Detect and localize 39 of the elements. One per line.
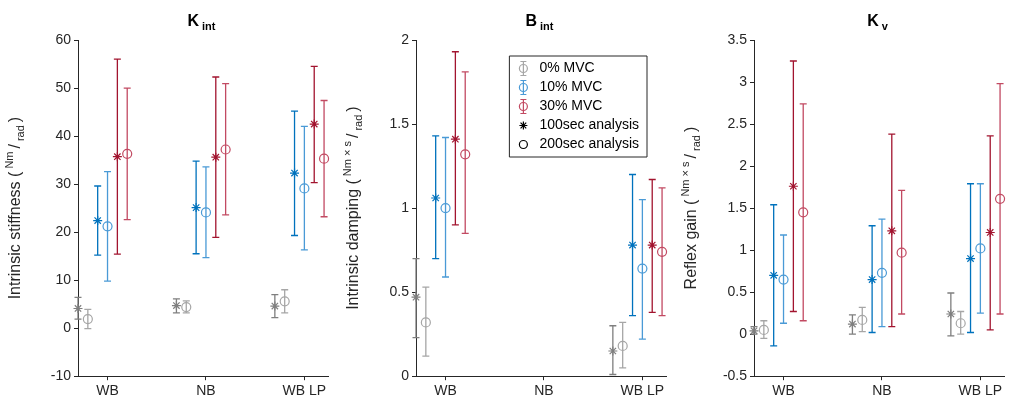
y-tick-label: 60 bbox=[55, 30, 72, 47]
y-tick-label: 3.5 bbox=[727, 30, 748, 47]
y-tick-label: -10 bbox=[50, 367, 72, 384]
y-tick-label: 0.5 bbox=[727, 283, 748, 300]
y-tick-label: 2 bbox=[401, 30, 410, 47]
x-tick-label: WB bbox=[772, 382, 795, 399]
legend-label: 200sec analysis bbox=[539, 135, 640, 152]
y-tick-label: 1 bbox=[739, 240, 748, 257]
x-tick-label: NB bbox=[196, 382, 216, 399]
legend-label: 0% MVC bbox=[539, 59, 595, 76]
y-tick-label: 40 bbox=[55, 126, 72, 143]
y-tick-label: 3 bbox=[739, 72, 748, 89]
x-tick-label: WB bbox=[96, 382, 119, 399]
y-axis-title: Reflex gain (Nm × s/rad) bbox=[678, 126, 702, 290]
x-tick-label: WB LP bbox=[620, 382, 665, 399]
y-axis-title: Intrinsic damping (Nm × s/rad) bbox=[340, 106, 364, 310]
y-tick-label: 1 bbox=[401, 198, 410, 215]
y-tick-label: 0 bbox=[401, 367, 410, 384]
x-tick-label: WB LP bbox=[958, 382, 1003, 399]
y-tick-label: -0.5 bbox=[722, 367, 748, 384]
x-tick-label: WB bbox=[434, 382, 457, 399]
y-tick-label: 2 bbox=[739, 156, 748, 173]
y-tick-label: 1.5 bbox=[389, 114, 410, 131]
y-tick-label: 2.5 bbox=[727, 114, 748, 131]
y-tick-label: 0 bbox=[739, 325, 748, 342]
legend-label: 10% MVC bbox=[539, 78, 603, 95]
y-tick-label: 0 bbox=[63, 319, 72, 336]
x-tick-label: NB bbox=[872, 382, 892, 399]
y-tick-label: 20 bbox=[55, 222, 72, 239]
x-tick-label: NB bbox=[534, 382, 554, 399]
y-tick-label: 10 bbox=[55, 271, 72, 287]
legend-label: 100sec analysis bbox=[539, 116, 640, 133]
legend-label: 30% MVC bbox=[539, 97, 603, 114]
x-tick-label: WB LP bbox=[282, 382, 327, 399]
y-tick-label: 1.5 bbox=[727, 198, 748, 215]
y-tick-label: 50 bbox=[55, 78, 72, 95]
y-tick-label: 0.5 bbox=[389, 283, 410, 300]
y-axis-title: Intrinsic stiffness (Nm/rad) bbox=[2, 116, 26, 300]
y-tick-label: 30 bbox=[55, 174, 72, 191]
